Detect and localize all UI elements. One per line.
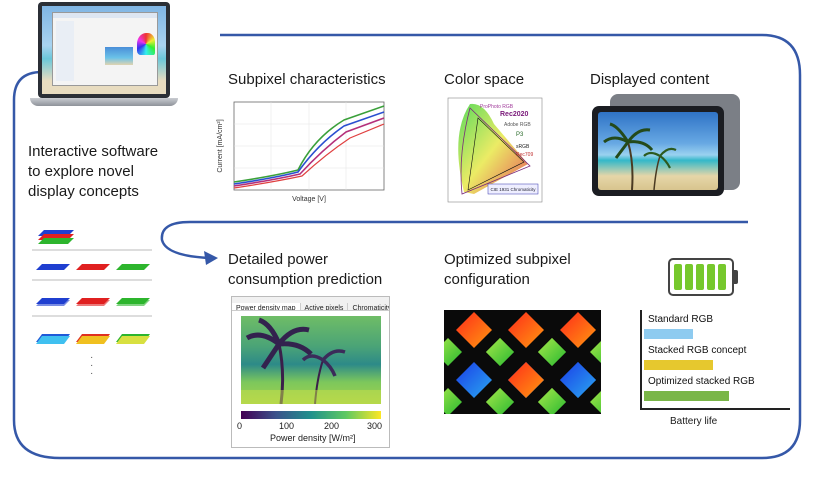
battery-life-bar — [644, 360, 713, 370]
heading-subpixel: Subpixel characteristics — [228, 71, 386, 88]
app-window — [52, 12, 158, 86]
power-density-heatmap — [241, 316, 381, 405]
gamut-label: Adobe RGB — [504, 122, 531, 128]
gamut-label: sRGB — [516, 144, 530, 150]
battery-life-bar — [644, 391, 729, 401]
optimized-subpixel-pattern — [444, 310, 601, 414]
heading-optimized: Optimized subpixel configuration — [444, 251, 571, 288]
heading-content: Displayed content — [590, 71, 710, 88]
y-axis — [640, 310, 642, 410]
intro-text: Interactive software to explore novel di… — [28, 142, 158, 202]
intro-line: display concepts — [28, 183, 139, 200]
colorbar — [241, 411, 381, 419]
gamut-diagram: ProPhoto RGB Rec2020 Adobe RGB P3 sRGB R… — [447, 97, 543, 203]
gamut-label: P3 — [516, 132, 524, 138]
subpixel-stacks: · · · — [32, 230, 152, 379]
bar-label: Stacked RGB concept — [648, 345, 747, 356]
gamut-legend: CIE 1931 Chromaticity — [490, 187, 536, 192]
battery-life-bar — [644, 329, 693, 339]
tab-chromaticity[interactable]: Chromaticity — [348, 303, 389, 310]
x-axis — [640, 408, 790, 410]
tablet — [592, 94, 742, 198]
intro-line: to explore novel — [28, 163, 134, 180]
heading-colorspace: Color space — [444, 71, 525, 88]
arrow-head — [204, 251, 218, 265]
iv-xlabel: Voltage [V] — [292, 196, 326, 203]
colorbar-tick: 300 — [367, 421, 383, 431]
iv-ylabel: Current [mA/cm²] — [217, 119, 224, 172]
bar-label: Standard RGB — [648, 314, 714, 325]
gamut-label: Rec709 — [516, 152, 533, 158]
colorbar-tick: 0 — [237, 421, 243, 431]
beach-image — [598, 112, 718, 191]
gamut-label: ProPhoto RGB — [480, 104, 514, 110]
svg-text:·: · — [90, 368, 93, 379]
bar-label: Optimized stacked RGB — [648, 376, 755, 387]
iv-curve-plot: Voltage [V] Current [mA/cm²] — [217, 101, 385, 203]
colorbar-tick: 200 — [324, 421, 340, 431]
tab-bar: Power density map Active pixels Chromatici… — [232, 297, 389, 311]
more-dots: · — [90, 352, 93, 363]
heading-power: Detailed power consumption prediction — [228, 251, 383, 288]
tab-active-pixels[interactable]: Active pixels — [301, 303, 349, 310]
power-map-panel: Power density map Active pixels Chromatici… — [231, 296, 390, 448]
svg-text:·: · — [90, 360, 93, 371]
battery-life-chart: Standard RGB Stacked RGB concept Optimized… — [640, 310, 790, 414]
gamut-label: Rec2020 — [500, 111, 529, 118]
battery-life-xlabel: Battery life — [670, 416, 718, 427]
stacked-rgb-icon — [38, 230, 74, 244]
flow-arrow — [160, 220, 748, 260]
colorbar-unit: Power density [W/m²] — [270, 433, 356, 443]
colorbar-tick: 100 — [279, 421, 295, 431]
gradient-stack-icon — [36, 334, 150, 344]
tandem-rgb-icon — [36, 298, 150, 306]
tab-power-density[interactable]: Power density map — [232, 303, 301, 310]
battery-icon — [668, 258, 738, 296]
laptop — [30, 2, 178, 108]
intro-line: Interactive software — [28, 143, 159, 160]
side-by-side-rgb-icon — [36, 264, 150, 270]
